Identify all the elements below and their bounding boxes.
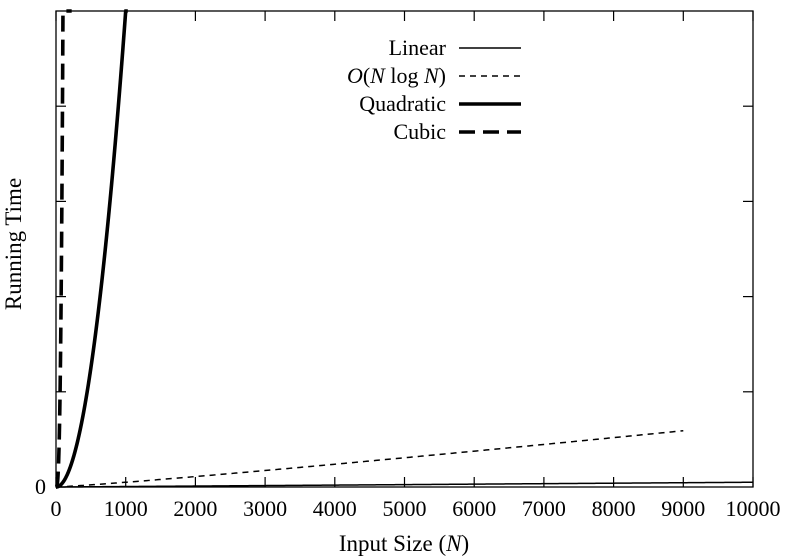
legend-label: Cubic — [393, 119, 446, 144]
y-axis-title: Running Time — [1, 178, 26, 310]
x-tick-label: 9000 — [661, 496, 705, 521]
legend-label: Quadratic — [359, 91, 446, 116]
x-tick-label: 1000 — [104, 496, 148, 521]
x-tick-label: 0 — [51, 496, 62, 521]
series-line-2 — [56, 9, 128, 489]
x-tick-label: 7000 — [522, 496, 566, 521]
x-tick-label: 6000 — [452, 496, 496, 521]
legend: Linear O(N log N) Quadratic Cubic — [347, 35, 521, 144]
x-tick-label: 10000 — [726, 496, 781, 521]
x-tick-label: 5000 — [383, 496, 427, 521]
y-tick-label: 0 — [35, 474, 46, 499]
x-axis-title: Input Size (N) — [339, 531, 469, 556]
series-line-1 — [55, 429, 684, 488]
x-tick-label: 8000 — [592, 496, 636, 521]
y-axis-ticks: 0 — [35, 105, 753, 499]
x-tick-label: 4000 — [313, 496, 357, 521]
series-line-3 — [55, 9, 72, 489]
x-tick-label: 3000 — [243, 496, 287, 521]
series-line-0 — [55, 481, 754, 488]
legend-label: Linear — [389, 35, 447, 60]
x-tick-label: 2000 — [173, 496, 217, 521]
x-axis-ticks: 0 1000 2000 3000 4000 5000 6000 7000 8000 9000 100… — [51, 11, 781, 521]
legend-label: O(N log N) — [347, 63, 446, 88]
series-layer — [55, 9, 754, 489]
